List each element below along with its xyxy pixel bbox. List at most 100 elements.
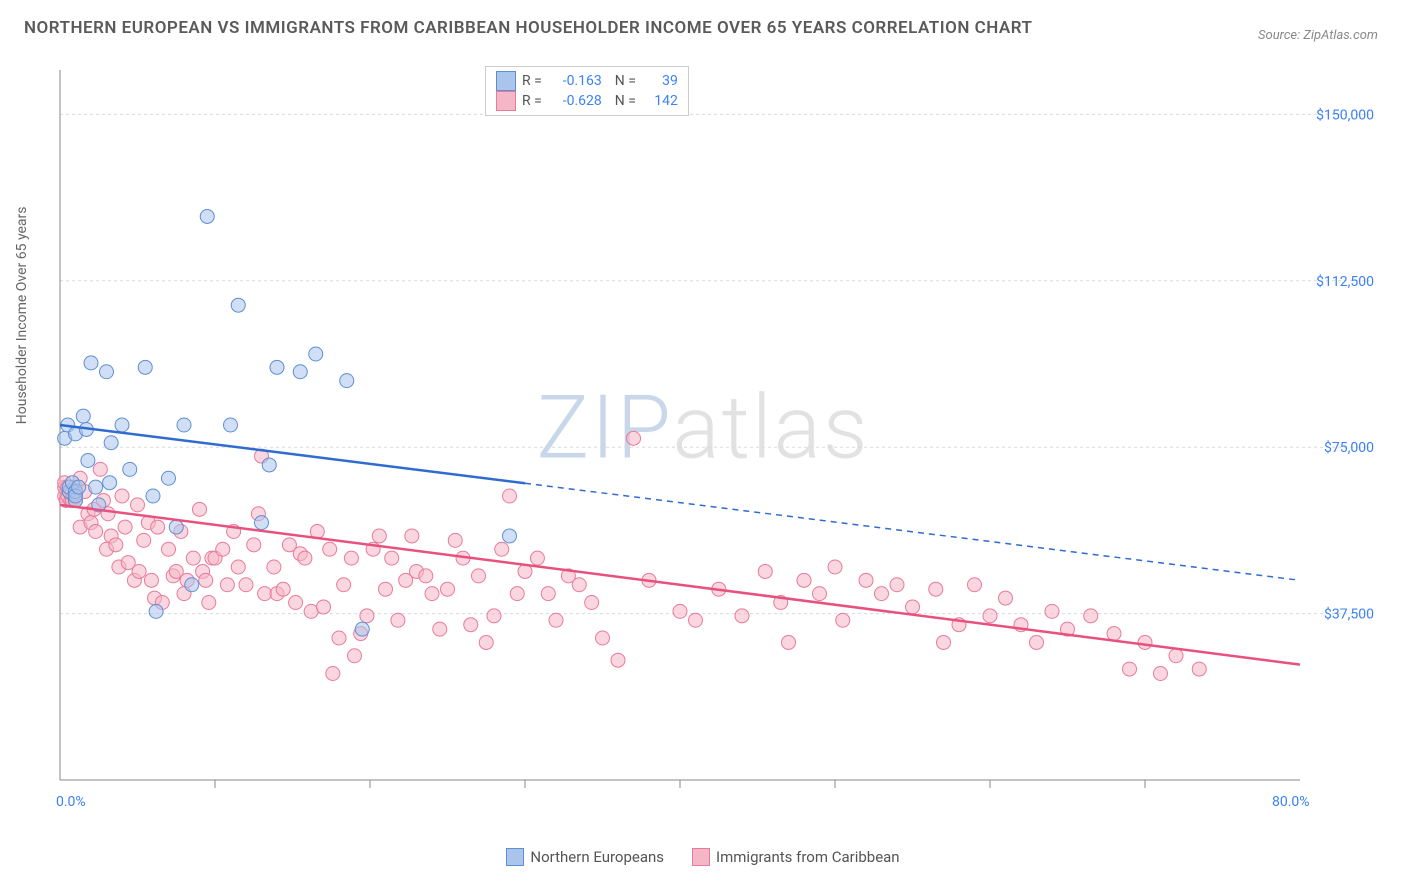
legend-swatch bbox=[496, 71, 516, 91]
data-point bbox=[332, 631, 346, 645]
data-point bbox=[344, 551, 358, 565]
data-point bbox=[1192, 662, 1206, 676]
data-point bbox=[673, 604, 687, 618]
data-point bbox=[1138, 635, 1152, 649]
data-point bbox=[304, 604, 318, 618]
data-point bbox=[326, 667, 340, 681]
data-point bbox=[585, 596, 599, 610]
data-point bbox=[267, 560, 281, 574]
data-point bbox=[146, 489, 160, 503]
data-point bbox=[464, 618, 478, 632]
data-point bbox=[138, 360, 152, 374]
series-legend-label: Northern Europeans bbox=[530, 848, 664, 866]
data-point bbox=[276, 582, 290, 596]
data-point bbox=[293, 365, 307, 379]
data-point bbox=[118, 520, 132, 534]
data-point bbox=[200, 209, 214, 223]
data-point bbox=[103, 476, 117, 490]
legend-row: R = -0.628 N = 142 bbox=[496, 91, 678, 111]
data-point bbox=[828, 560, 842, 574]
data-point bbox=[627, 431, 641, 445]
data-point bbox=[131, 498, 145, 512]
data-point bbox=[186, 551, 200, 565]
data-point bbox=[999, 591, 1013, 605]
data-point bbox=[169, 520, 183, 534]
data-point bbox=[510, 587, 524, 601]
data-point bbox=[337, 578, 351, 592]
data-point bbox=[202, 596, 216, 610]
scatter-plot: $37,500$75,000$112,500$150,0000.0%80.0% bbox=[50, 60, 1380, 830]
data-point bbox=[137, 533, 151, 547]
y-axis-label: Householder Income Over 65 years bbox=[14, 207, 30, 425]
data-point bbox=[355, 622, 369, 636]
data-point bbox=[289, 596, 303, 610]
data-point bbox=[132, 564, 146, 578]
data-point bbox=[100, 365, 114, 379]
data-point bbox=[929, 582, 943, 596]
data-point bbox=[813, 587, 827, 601]
regression-line-extrapolated bbox=[525, 483, 1300, 580]
data-point bbox=[372, 529, 386, 543]
data-point bbox=[425, 587, 439, 601]
data-point bbox=[317, 600, 331, 614]
data-point bbox=[859, 573, 873, 587]
legend-n-label: N = bbox=[608, 93, 636, 109]
data-point bbox=[479, 635, 493, 649]
legend-r-label: R = bbox=[522, 73, 542, 89]
data-point bbox=[937, 635, 951, 649]
y-tick-label: $75,000 bbox=[1324, 439, 1374, 456]
legend-swatch bbox=[692, 848, 710, 866]
data-point bbox=[323, 542, 337, 556]
data-point bbox=[76, 409, 90, 423]
data-point bbox=[89, 525, 103, 539]
series-legend: Northern Europeans Immigrants from Caribb… bbox=[0, 848, 1406, 870]
data-point bbox=[890, 578, 904, 592]
series-legend-label: Immigrants from Caribbean bbox=[716, 848, 900, 866]
data-point bbox=[89, 480, 103, 494]
data-point bbox=[472, 569, 486, 583]
data-point bbox=[255, 516, 269, 530]
data-point bbox=[441, 582, 455, 596]
legend-n-value: 39 bbox=[644, 73, 678, 89]
data-point bbox=[185, 578, 199, 592]
data-point bbox=[968, 578, 982, 592]
source-label: Source: ZipAtlas.com bbox=[1258, 28, 1378, 43]
data-point bbox=[340, 374, 354, 388]
data-point bbox=[149, 604, 163, 618]
x-tick-label: 0.0% bbox=[56, 794, 86, 810]
data-point bbox=[115, 418, 129, 432]
data-point bbox=[419, 569, 433, 583]
data-point bbox=[177, 418, 191, 432]
correlation-legend: R = -0.163 N = 39 R = -0.628 N = 142 bbox=[485, 66, 689, 116]
data-point bbox=[298, 551, 312, 565]
data-point bbox=[239, 578, 253, 592]
data-point bbox=[487, 609, 501, 623]
data-point bbox=[84, 356, 98, 370]
data-point bbox=[309, 347, 323, 361]
data-point bbox=[348, 649, 362, 663]
data-point bbox=[836, 613, 850, 627]
x-tick-label: 80.0% bbox=[1272, 794, 1310, 810]
data-point bbox=[224, 418, 238, 432]
data-point bbox=[379, 582, 393, 596]
data-point bbox=[151, 520, 165, 534]
data-point bbox=[1169, 649, 1183, 663]
data-point bbox=[391, 613, 405, 627]
legend-r-value: -0.628 bbox=[550, 93, 602, 109]
data-point bbox=[689, 613, 703, 627]
data-point bbox=[549, 613, 563, 627]
data-point bbox=[611, 653, 625, 667]
data-point bbox=[758, 564, 772, 578]
data-point bbox=[1030, 635, 1044, 649]
data-point bbox=[875, 587, 889, 601]
data-point bbox=[199, 573, 213, 587]
data-point bbox=[503, 489, 517, 503]
y-tick-label: $37,500 bbox=[1324, 606, 1374, 623]
data-point bbox=[123, 462, 137, 476]
data-point bbox=[262, 458, 276, 472]
data-point bbox=[1154, 667, 1168, 681]
data-point bbox=[144, 573, 158, 587]
data-point bbox=[782, 635, 796, 649]
data-point bbox=[220, 578, 234, 592]
y-tick-label: $150,000 bbox=[1316, 106, 1374, 123]
